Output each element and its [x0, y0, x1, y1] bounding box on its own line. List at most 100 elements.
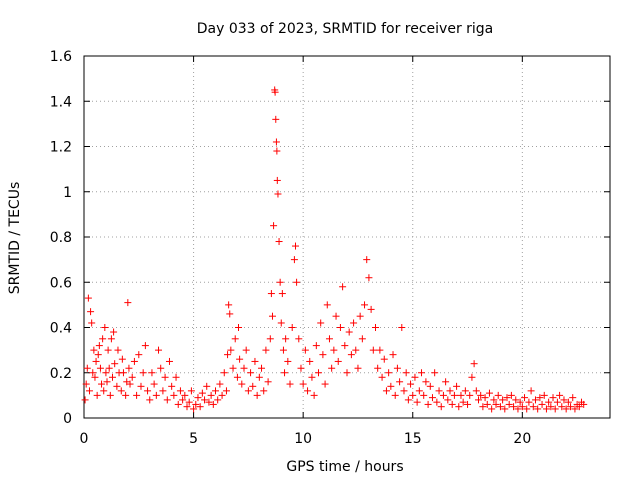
data-point	[341, 342, 349, 350]
data-point	[100, 387, 108, 395]
data-point	[92, 357, 100, 365]
data-point	[95, 342, 103, 350]
data-point	[174, 400, 182, 408]
data-point	[450, 391, 458, 399]
data-point	[553, 398, 561, 406]
data-point	[94, 351, 102, 359]
data-point	[468, 373, 476, 381]
data-point	[310, 391, 318, 399]
data-point	[439, 391, 447, 399]
data-point	[347, 351, 355, 359]
data-point	[494, 391, 502, 399]
data-point	[334, 357, 342, 365]
data-point	[205, 398, 213, 406]
data-point	[125, 364, 133, 372]
data-point	[301, 346, 309, 354]
data-point	[275, 238, 283, 246]
data-point	[159, 387, 167, 395]
data-point	[242, 346, 250, 354]
data-point	[103, 378, 111, 386]
data-point	[93, 391, 101, 399]
y-tick-label: 0.6	[50, 275, 72, 291]
data-point	[85, 387, 93, 395]
data-point	[176, 387, 184, 395]
data-point	[382, 387, 390, 395]
data-point	[135, 351, 143, 359]
data-point	[288, 324, 296, 331]
data-point	[98, 380, 106, 388]
x-tick-label: 10	[294, 431, 312, 447]
data-point	[308, 373, 316, 381]
data-point	[407, 380, 415, 388]
data-point	[556, 391, 564, 399]
data-point	[101, 324, 109, 331]
data-point	[413, 398, 421, 406]
data-point	[102, 369, 110, 377]
data-point	[235, 324, 243, 331]
data-point	[299, 380, 307, 388]
data-point	[433, 398, 441, 406]
data-point	[404, 396, 412, 404]
data-point	[284, 357, 292, 365]
data-point	[155, 346, 163, 354]
data-point	[218, 391, 226, 399]
data-point	[110, 328, 118, 336]
data-point	[277, 319, 285, 327]
data-point	[271, 88, 279, 96]
y-tick-label: 1	[63, 185, 72, 201]
data-point	[354, 364, 362, 372]
data-point	[521, 394, 529, 402]
data-point	[378, 373, 386, 381]
x-tick-label: 5	[189, 431, 198, 447]
data-point	[203, 382, 211, 390]
data-point	[187, 387, 195, 395]
data-point	[400, 387, 408, 395]
data-point	[233, 373, 241, 381]
data-point	[81, 396, 89, 404]
data-point	[391, 391, 399, 399]
data-point	[264, 378, 272, 386]
data-point	[148, 369, 156, 377]
data-point	[505, 400, 513, 408]
data-point	[369, 346, 377, 354]
data-point	[312, 342, 320, 350]
data-point	[339, 283, 347, 291]
data-point	[104, 346, 112, 354]
data-point	[376, 346, 384, 354]
data-point	[466, 391, 474, 399]
data-point	[181, 391, 189, 399]
data-point	[483, 400, 491, 408]
data-point	[236, 355, 244, 363]
data-point	[343, 369, 351, 377]
data-point	[485, 389, 493, 397]
data-point	[212, 387, 219, 395]
data-point	[270, 222, 278, 230]
data-point	[273, 176, 281, 184]
data-point	[448, 400, 456, 408]
y-tick-label: 1.6	[50, 49, 72, 65]
data-point	[380, 355, 388, 363]
data-point	[499, 396, 507, 404]
data-point	[426, 382, 434, 390]
data-point	[547, 403, 555, 411]
data-point	[111, 360, 119, 368]
data-point	[96, 364, 104, 372]
y-tick-label: 0	[63, 411, 72, 427]
data-points	[81, 86, 588, 413]
data-point	[225, 301, 233, 309]
data-point	[279, 346, 287, 354]
data-point	[114, 346, 122, 354]
data-point	[220, 369, 228, 377]
data-point	[304, 387, 312, 395]
data-point	[90, 346, 98, 354]
data-point	[273, 147, 281, 155]
data-point	[323, 301, 331, 309]
data-point	[492, 400, 500, 408]
y-tick-label: 1.4	[50, 94, 72, 110]
data-point	[253, 391, 261, 399]
data-point	[198, 389, 206, 397]
data-point	[435, 387, 443, 395]
data-point	[133, 391, 141, 399]
y-tick-label: 0.8	[50, 230, 72, 246]
